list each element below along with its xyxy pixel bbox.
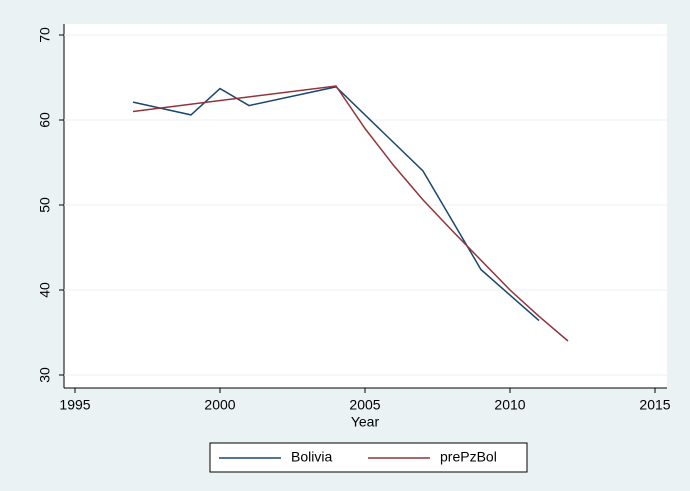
legend-label: prePzBol (440, 449, 497, 465)
y-tick-label: 40 (37, 282, 53, 298)
x-tick-label: 2005 (349, 397, 380, 413)
plot-area (64, 24, 667, 388)
y-tick-label: 30 (37, 367, 53, 383)
x-axis-label: Year (351, 414, 380, 430)
y-tick-label: 70 (37, 27, 53, 43)
series-line (132, 86, 540, 322)
series-line (132, 85, 569, 342)
legend-label: Bolivia (291, 449, 332, 465)
x-tick-label: 2015 (639, 397, 670, 413)
y-tick-label: 50 (37, 197, 53, 213)
x-tick-label: 1995 (59, 397, 90, 413)
y-tick-label: 60 (37, 112, 53, 128)
x-tick-label: 2010 (494, 397, 525, 413)
x-tick-label: 2000 (204, 397, 235, 413)
